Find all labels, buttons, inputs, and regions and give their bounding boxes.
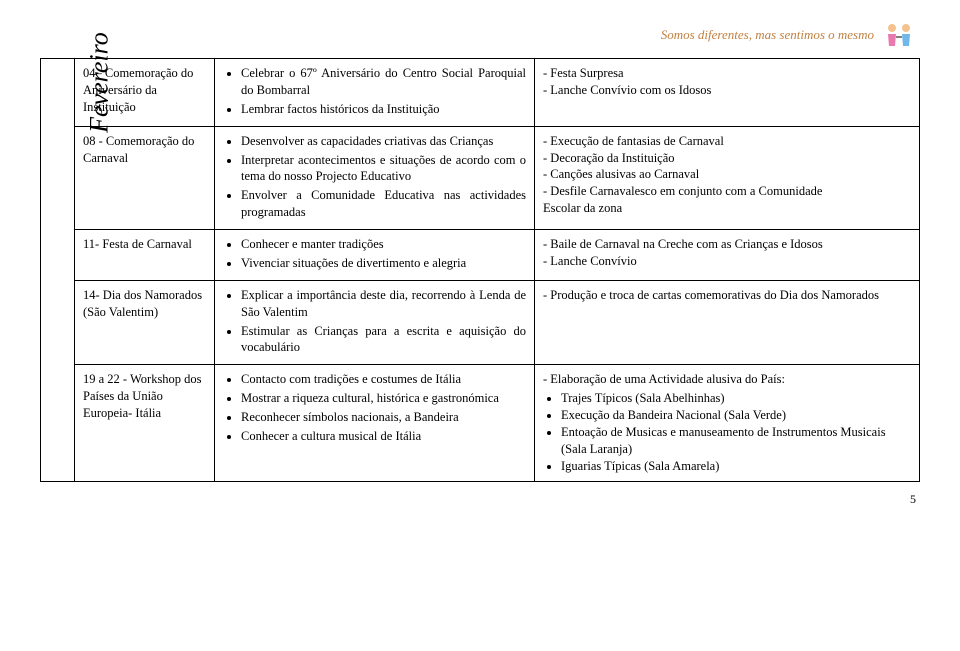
activity-item: Conhecer a cultura musical de Itália	[241, 428, 526, 445]
outcome-line: - Festa Surpresa	[543, 65, 911, 82]
outcomes-cell: - Elaboração de uma Actividade alusiva d…	[535, 365, 920, 481]
activity-item: Estimular as Crianças para a escrita e a…	[241, 323, 526, 357]
month-cell: Fevereiro	[41, 59, 75, 482]
outcomes-cell: - Execução de fantasias de Carnaval- Dec…	[535, 126, 920, 229]
activity-item: Lembrar factos históricos da Instituição	[241, 101, 526, 118]
outcome-line: Escolar da zona	[543, 200, 911, 217]
outcome-line: - Produção e troca de cartas comemorativ…	[543, 287, 911, 304]
activities-cell: Desenvolver as capacidades criativas das…	[215, 126, 535, 229]
activity-item: Interpretar acontecimentos e situações d…	[241, 152, 526, 186]
date-cell: 08 - Comemoração do Carnaval	[75, 126, 215, 229]
date-cell: 19 a 22 - Workshop dos Países da União E…	[75, 365, 215, 481]
activity-item: Contacto com tradições e costumes de Itá…	[241, 371, 526, 388]
activities-cell: Explicar a importância deste dia, recorr…	[215, 280, 535, 365]
activity-item: Envolver a Comunidade Educativa nas acti…	[241, 187, 526, 221]
table-row: 08 - Comemoração do Carnaval Desenvolver …	[41, 126, 920, 229]
activities-cell: Contacto com tradições e costumes de Itá…	[215, 365, 535, 481]
activities-cell: Conhecer e manter tradições Vivenciar sit…	[215, 230, 535, 281]
outcome-sub-item: Execução da Bandeira Nacional (Sala Verd…	[561, 407, 911, 424]
activity-item: Desenvolver as capacidades criativas das…	[241, 133, 526, 150]
activity-item: Vivenciar situações de divertimento e al…	[241, 255, 526, 272]
activities-cell: Celebrar o 67º Aniversário do Centro Soc…	[215, 59, 535, 127]
outcomes-cell: - Festa Surpresa- Lanche Convívio com os…	[535, 59, 920, 127]
activity-item: Celebrar o 67º Aniversário do Centro Soc…	[241, 65, 526, 99]
outcome-line: - Lanche Convívio	[543, 253, 911, 270]
date-cell: 14- Dia dos Namorados (São Valentim)	[75, 280, 215, 365]
outcome-line: - Lanche Convívio com os Idosos	[543, 82, 911, 99]
activity-item: Reconhecer símbolos nacionais, a Bandeir…	[241, 409, 526, 426]
schedule-table: Fevereiro04– Comemoração do Aniversário …	[40, 58, 920, 482]
table-row: 11- Festa de CarnavalConhecer e manter t…	[41, 230, 920, 281]
outcomes-cell: - Baile de Carnaval na Creche com as Cri…	[535, 230, 920, 281]
page-number: 5	[40, 492, 920, 507]
table-row: 19 a 22 - Workshop dos Países da União E…	[41, 365, 920, 481]
activity-item: Mostrar a riqueza cultural, histórica e …	[241, 390, 526, 407]
table-row: Fevereiro04– Comemoração do Aniversário …	[41, 59, 920, 127]
table-row: 14- Dia dos Namorados (São Valentim) Expl…	[41, 280, 920, 365]
outcome-intro: - Elaboração de uma Actividade alusiva d…	[543, 371, 911, 388]
outcome-line: - Desfile Carnavalesco em conjunto com a…	[543, 183, 911, 200]
outcome-sub-item: Entoação de Musicas e manuseamento de In…	[561, 424, 911, 458]
activity-item: Conhecer e manter tradições	[241, 236, 526, 253]
outcomes-cell: - Produção e troca de cartas comemorativ…	[535, 280, 920, 365]
outcome-line: - Canções alusivas ao Carnaval	[543, 166, 911, 183]
children-logo	[880, 20, 920, 50]
page-header: Somos diferentes, mas sentimos o mesmo	[40, 20, 920, 50]
outcome-line: - Decoração da Instituição	[543, 150, 911, 167]
date-cell: 11- Festa de Carnaval	[75, 230, 215, 281]
month-label: Fevereiro	[82, 32, 117, 133]
outcome-sub-item: Iguarias Típicas (Sala Amarela)	[561, 458, 911, 475]
header-slogan: Somos diferentes, mas sentimos o mesmo	[661, 27, 874, 43]
outcome-sub-item: Trajes Típicos (Sala Abelhinhas)	[561, 390, 911, 407]
activity-item: Explicar a importância deste dia, recorr…	[241, 287, 526, 321]
outcome-line: - Baile de Carnaval na Creche com as Cri…	[543, 236, 911, 253]
outcome-line: - Execução de fantasias de Carnaval	[543, 133, 911, 150]
